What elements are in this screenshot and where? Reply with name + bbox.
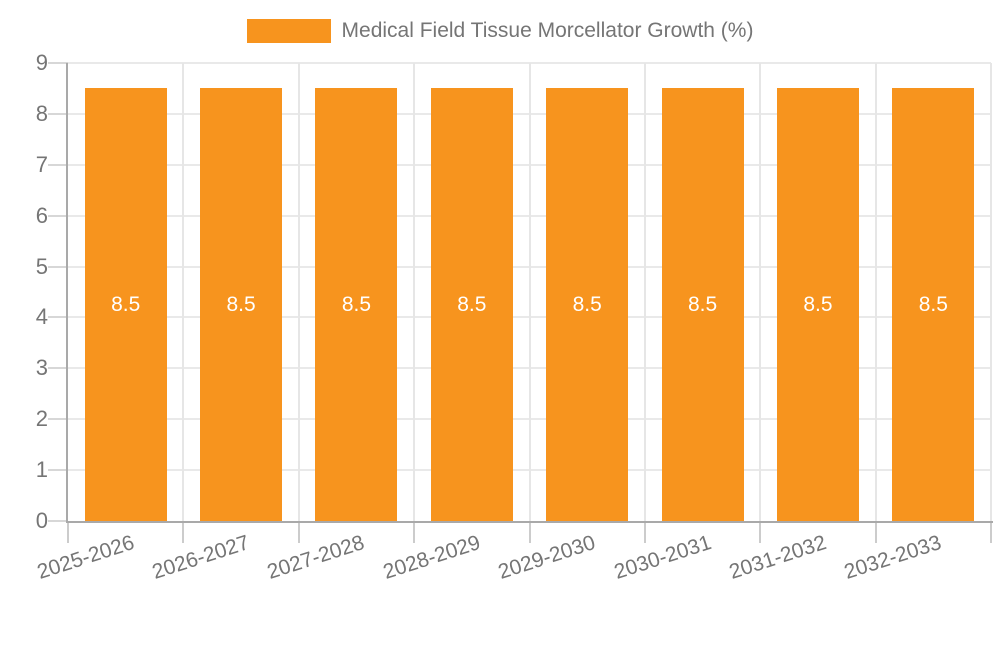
x-tick (759, 521, 762, 543)
x-tick (528, 521, 531, 543)
bar-value-label: 8.5 (341, 292, 372, 316)
y-tick (48, 520, 68, 522)
x-tick (67, 521, 69, 543)
y-axis-label: 8 (35, 100, 48, 126)
y-axis-label: 1 (35, 457, 48, 483)
bar[interactable]: 8.5 (546, 88, 629, 521)
y-axis-label: 3 (35, 355, 48, 381)
x-tick (990, 521, 992, 543)
y-axis-label: 9 (35, 50, 48, 75)
bar[interactable]: 8.5 (430, 88, 513, 521)
bar[interactable]: 8.5 (661, 88, 744, 521)
gridline-v (874, 63, 877, 521)
bar-value-label: 8.5 (226, 292, 256, 316)
bar-value-label: 8.5 (572, 292, 602, 316)
y-axis-label: 4 (35, 304, 48, 330)
gridline-v (528, 63, 531, 521)
legend-swatch (246, 19, 331, 43)
chart-canvas: Medical Field Tissue Morcellator Growth … (0, 19, 1000, 584)
plot-area: 0 1 2 3 4 5 6 7 8 9 8.5 8.5 8.5 8.5 8.5 8.5 8.5 8.5 2025-2… (34, 51, 993, 584)
y-tick (48, 418, 68, 421)
bar-value-label: 8.5 (687, 292, 718, 316)
bar-value-label: 8.5 (918, 292, 948, 316)
x-axis-line (66, 521, 993, 523)
legend[interactable]: Medical Field Tissue Morcellator Growth … (0, 19, 1000, 43)
y-axis-label: 7 (35, 151, 48, 177)
y-axis-line (66, 63, 68, 521)
bar[interactable]: 8.5 (892, 88, 975, 521)
bar[interactable]: 8.5 (200, 88, 283, 521)
x-tick (297, 521, 300, 543)
y-axis-label: 5 (35, 253, 48, 279)
y-tick (48, 367, 68, 370)
gridline-v (182, 63, 185, 521)
y-axis-label: 2 (35, 406, 48, 432)
legend-label: Medical Field Tissue Morcellator Growth … (341, 19, 754, 42)
bar-value-label: 8.5 (111, 292, 141, 316)
y-tick (48, 469, 68, 472)
y-tick (48, 316, 68, 319)
bar[interactable]: 8.5 (315, 88, 398, 521)
y-tick (48, 112, 68, 115)
y-axis-label: 6 (35, 202, 48, 228)
y-tick (48, 214, 68, 217)
x-tick (874, 521, 877, 543)
x-tick (182, 521, 185, 543)
x-tick (413, 521, 416, 543)
y-axis-label: 0 (35, 508, 48, 533)
y-tick (48, 163, 68, 166)
bar[interactable]: 8.5 (776, 88, 859, 521)
bar-value-label: 8.5 (457, 292, 487, 316)
gridline-v (990, 63, 992, 521)
y-tick (48, 62, 68, 64)
gridline-v (643, 63, 646, 521)
y-tick (48, 265, 68, 268)
x-tick (643, 521, 646, 543)
bar[interactable]: 8.5 (84, 88, 167, 521)
gridline-v (413, 63, 416, 521)
gridline-v (759, 63, 762, 521)
gridline-v (297, 63, 300, 521)
bar-value-label: 8.5 (803, 292, 833, 316)
